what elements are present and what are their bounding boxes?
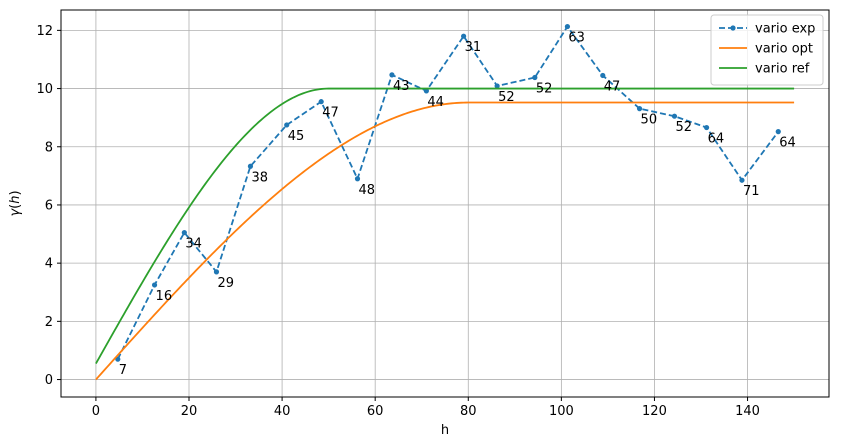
data-point xyxy=(564,23,571,30)
data-point xyxy=(494,83,500,89)
series-line-vario-ref xyxy=(95,87,795,364)
point-count-label: 16 xyxy=(156,289,173,304)
data-point xyxy=(461,33,467,39)
data-point xyxy=(775,129,781,135)
data-point xyxy=(600,72,606,79)
y-axis-label: γ(h) xyxy=(8,190,23,216)
point-count-label: 7 xyxy=(119,363,127,378)
point-count-label: 52 xyxy=(675,120,692,135)
x-tick-label: 0 xyxy=(92,404,100,419)
x-tick-label: 20 xyxy=(181,404,198,419)
x-axis-label: h xyxy=(441,423,449,438)
data-point xyxy=(389,72,395,78)
axis-ticks: 0 20 40 60 80 100 120 140 0 2 4 6 8 10 12 xyxy=(36,24,760,419)
data-point xyxy=(636,106,643,112)
data-point xyxy=(318,99,324,105)
point-labels: 7 16 34 29 38 45 47 48 43 44 31 52 52 63 47 50 52 64 71 64 xyxy=(119,31,796,379)
y-tick-label: 2 xyxy=(45,315,53,330)
point-count-label: 64 xyxy=(779,136,796,151)
point-count-label: 29 xyxy=(217,276,234,291)
series-layer xyxy=(95,23,795,381)
point-count-label: 45 xyxy=(288,129,305,144)
y-tick-label: 12 xyxy=(36,24,53,39)
data-point xyxy=(354,176,361,182)
point-count-label: 31 xyxy=(465,40,482,55)
x-tick-label: 140 xyxy=(735,404,760,419)
data-point xyxy=(532,74,538,81)
point-count-label: 64 xyxy=(708,132,725,147)
point-count-label: 44 xyxy=(427,95,444,110)
legend: vario exp vario opt vario ref xyxy=(710,14,824,86)
x-tick-label: 60 xyxy=(367,404,384,419)
data-point xyxy=(703,124,710,131)
point-count-label: 34 xyxy=(185,237,202,252)
series-line-vario-opt xyxy=(95,101,795,381)
y-tick-label: 8 xyxy=(45,140,53,155)
y-tick-label: 4 xyxy=(45,257,53,272)
point-count-label: 47 xyxy=(604,79,621,94)
data-point xyxy=(213,269,220,275)
data-point xyxy=(247,163,254,169)
data-point xyxy=(151,282,158,288)
plot-frame xyxy=(60,9,830,398)
series-line-vario-exp xyxy=(116,24,779,360)
point-count-label: 63 xyxy=(568,31,585,46)
y-tick-label: 10 xyxy=(36,82,53,97)
legend-label: vario exp xyxy=(755,22,815,37)
data-point xyxy=(181,229,187,236)
point-count-label: 71 xyxy=(743,184,760,199)
x-tick-label: 100 xyxy=(549,404,574,419)
point-count-label: 43 xyxy=(393,79,410,94)
data-point xyxy=(671,113,678,119)
y-tick-label: 0 xyxy=(45,373,53,388)
x-tick-label: 120 xyxy=(642,404,667,419)
point-count-label: 47 xyxy=(322,106,339,121)
point-count-label: 50 xyxy=(641,113,658,128)
data-point xyxy=(423,88,429,94)
legend-label: vario ref xyxy=(755,62,810,77)
legend-marker xyxy=(730,25,736,31)
x-tick-label: 80 xyxy=(460,404,477,419)
legend-label: vario opt xyxy=(755,42,813,57)
x-tick-label: 40 xyxy=(274,404,291,419)
y-tick-label: 6 xyxy=(45,198,53,213)
data-point xyxy=(739,177,745,183)
data-point xyxy=(284,122,290,128)
point-count-label: 38 xyxy=(251,170,268,185)
point-count-label: 48 xyxy=(358,183,375,198)
point-count-label: 52 xyxy=(536,82,553,97)
point-count-label: 52 xyxy=(498,90,515,105)
